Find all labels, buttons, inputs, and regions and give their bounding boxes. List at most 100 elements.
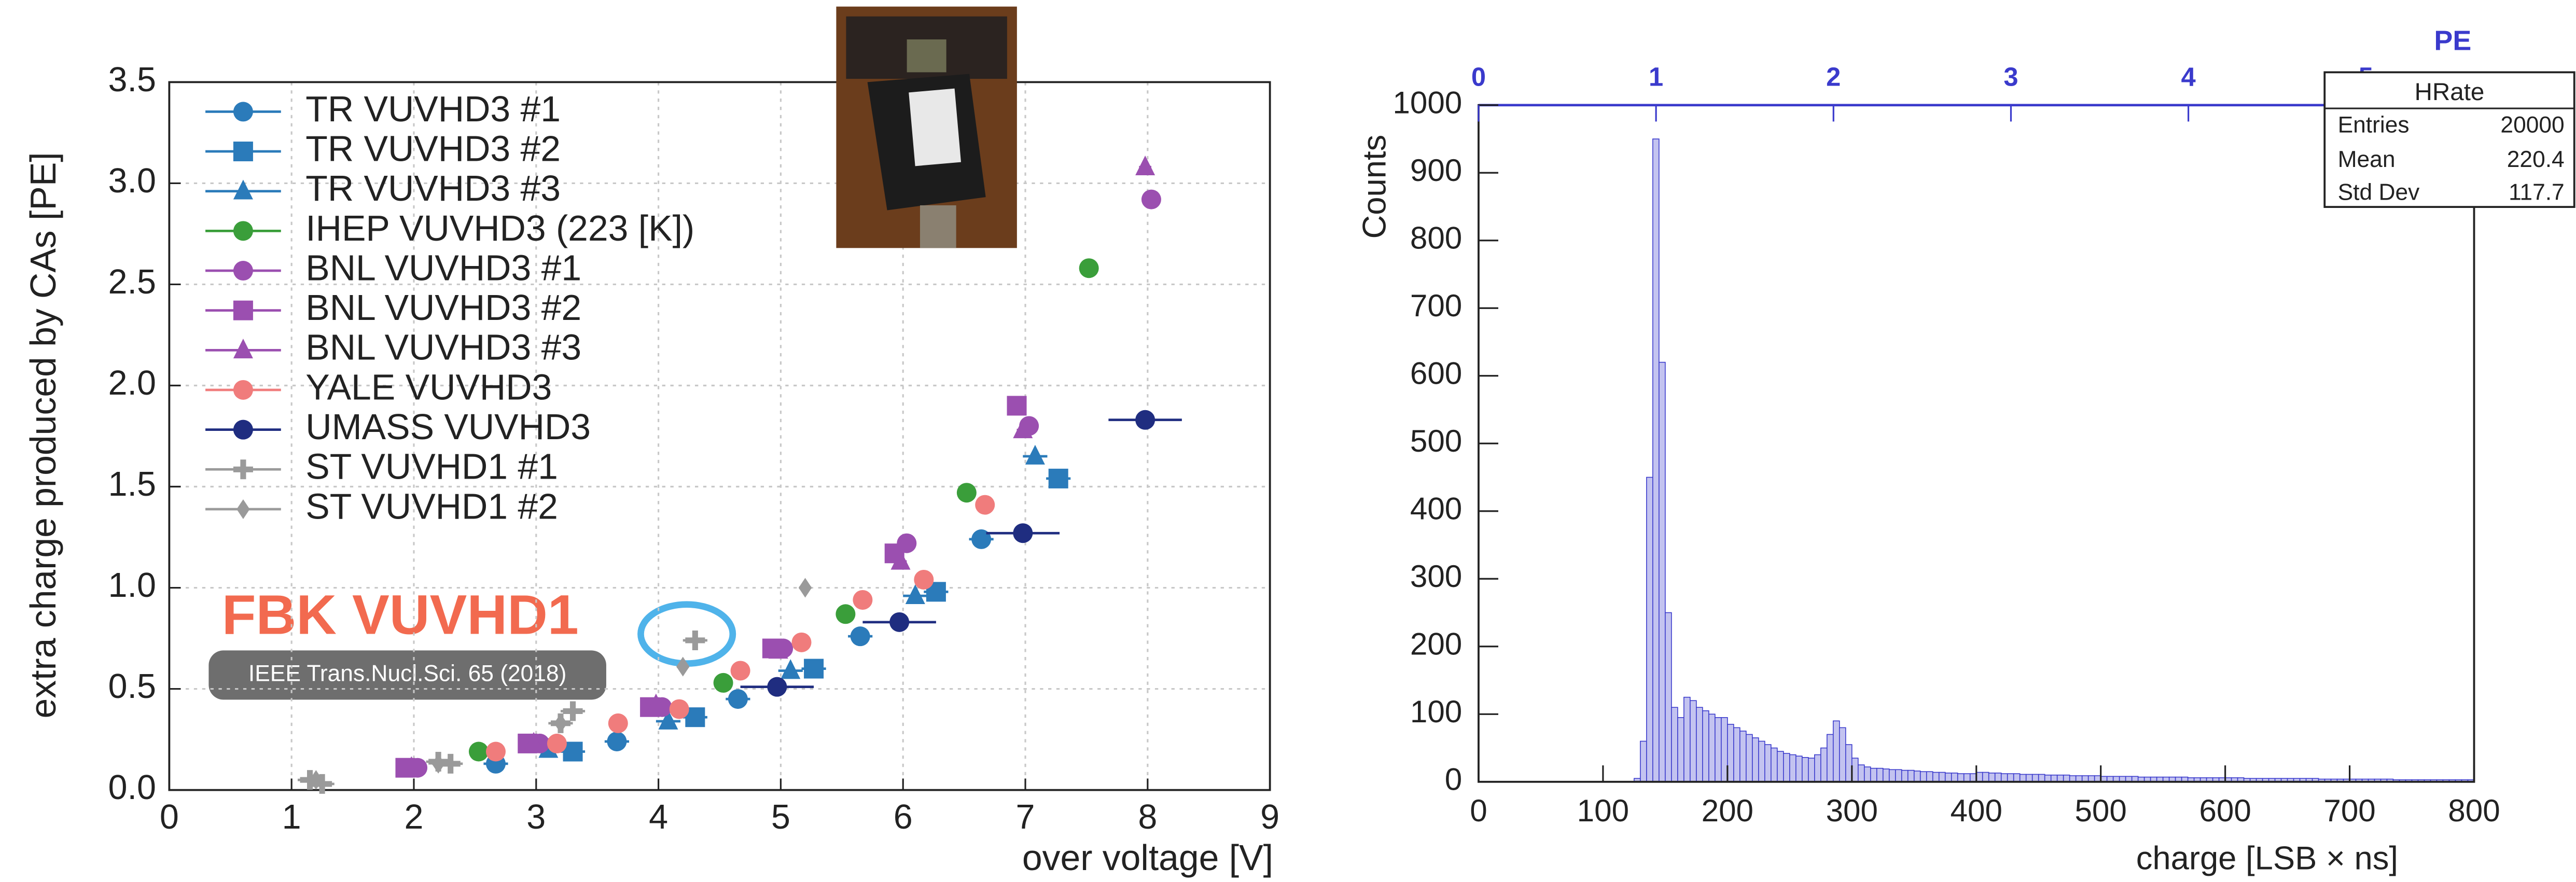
histogram-bar xyxy=(2025,774,2033,782)
marker xyxy=(781,659,801,679)
histogram-bar xyxy=(2050,774,2058,782)
marker xyxy=(563,701,583,721)
histogram-bar xyxy=(1715,717,1722,782)
marker xyxy=(676,656,690,677)
marker xyxy=(658,709,678,730)
marker xyxy=(485,741,506,762)
histogram-bar xyxy=(1963,773,1971,782)
y-tick-label: 1.0 xyxy=(108,566,156,605)
legend-label: ST VUVHD1 #1 xyxy=(305,446,558,487)
x-tick-label: 800 xyxy=(2448,793,2500,828)
x-axis-label: charge [LSB × ns] xyxy=(2136,841,2398,877)
histogram-bar xyxy=(1764,744,1772,782)
x-tick-label: 0 xyxy=(160,798,179,836)
histogram-bar xyxy=(2013,773,2021,782)
legend-marker xyxy=(233,102,253,122)
stats-value: 117.7 xyxy=(2509,179,2565,205)
x-tick-label: 9 xyxy=(1260,798,1279,836)
marker xyxy=(975,495,995,515)
x2-tick-label: 0 xyxy=(1471,62,1486,91)
histogram-bar xyxy=(1932,772,1940,782)
marker xyxy=(804,659,824,679)
histogram-bar xyxy=(1677,717,1684,782)
marker xyxy=(730,661,750,681)
marker xyxy=(1135,156,1155,176)
histogram-bar xyxy=(1659,361,1666,782)
histogram-bar xyxy=(1851,758,1859,782)
y-tick-label: 900 xyxy=(1410,153,1462,188)
x-tick-label: 1 xyxy=(282,798,301,836)
histogram-bar xyxy=(2031,774,2039,782)
histogram-bar xyxy=(1721,717,1728,782)
marker xyxy=(646,693,666,713)
y-tick-label: 100 xyxy=(1410,694,1462,729)
legend-marker xyxy=(233,261,253,281)
histogram-bar xyxy=(1901,769,1909,782)
x-tick-label: 400 xyxy=(1951,793,2002,828)
marker xyxy=(836,604,856,624)
legend-label: UMASS VUVHD3 xyxy=(305,407,591,447)
histogram-bar xyxy=(2007,773,2014,782)
y-tick-label: 2.0 xyxy=(108,364,156,402)
legend-marker xyxy=(233,221,253,241)
histogram-bar xyxy=(1727,724,1734,782)
histogram-bar xyxy=(1771,747,1778,782)
stats-value: 20000 xyxy=(2500,113,2564,138)
plot-frame xyxy=(168,81,1271,791)
marker xyxy=(914,569,934,590)
histogram-bar xyxy=(1926,771,1933,782)
marker xyxy=(554,713,567,733)
histogram-bar xyxy=(1733,727,1740,782)
x2-tick-label: 3 xyxy=(2003,62,2018,91)
photo-label xyxy=(909,88,961,166)
y-tick-label: 3.0 xyxy=(108,162,156,200)
histogram-bar xyxy=(1882,768,1890,782)
legend-label: TR VUVHD3 #3 xyxy=(305,168,561,208)
stats-label: Std Dev xyxy=(2338,179,2420,205)
histogram-bar xyxy=(1857,764,1865,782)
histogram-bar xyxy=(1863,766,1871,782)
histogram-bar xyxy=(1820,747,1828,782)
marker xyxy=(1025,444,1045,465)
marker xyxy=(431,753,445,774)
x-tick-label: 2 xyxy=(404,798,423,836)
annotation-title: FBK VUVHD1 xyxy=(222,584,579,646)
histogram-bar xyxy=(1975,772,1983,782)
photo-sensor xyxy=(907,39,946,73)
legend-marker xyxy=(233,380,253,400)
marker xyxy=(767,677,787,697)
legend-label: BNL VUVHD3 #3 xyxy=(305,327,581,368)
histogram-bar xyxy=(1652,138,1660,782)
y-tick-label: 500 xyxy=(1410,424,1462,458)
histogram-bar xyxy=(1708,713,1716,782)
marker xyxy=(728,689,748,709)
histogram-bar xyxy=(1665,612,1672,782)
y-axis-label: Counts xyxy=(1356,135,1393,239)
histogram-bar xyxy=(1888,769,1896,782)
legend-marker xyxy=(233,459,253,480)
histogram-bar xyxy=(1913,771,1921,782)
marker xyxy=(685,630,705,650)
histogram-bar xyxy=(1957,773,1965,782)
y-tick-label: 1.5 xyxy=(108,465,156,503)
y-tick-label: 1000 xyxy=(1393,86,1462,120)
marker xyxy=(1141,189,1161,209)
x-tick-label: 500 xyxy=(2074,793,2126,828)
marker xyxy=(1079,258,1099,278)
legend-marker xyxy=(233,142,253,162)
annotation-box xyxy=(208,650,606,700)
histogram-bar xyxy=(1758,740,1765,782)
annotation-reference: IEEE Trans.Nucl.Sci. 65 (2018) xyxy=(248,661,566,687)
histogram-bar xyxy=(1938,772,1946,782)
marker xyxy=(1135,410,1155,430)
marker xyxy=(713,673,733,693)
histogram-bar xyxy=(1895,769,1902,782)
x-tick-label: 6 xyxy=(894,798,913,836)
y-tick-label: 800 xyxy=(1410,221,1462,256)
histogram-bar xyxy=(1646,477,1653,782)
y-tick-label: 200 xyxy=(1410,627,1462,662)
histogram-bar xyxy=(1683,696,1691,782)
histogram-bar xyxy=(1696,707,1703,782)
